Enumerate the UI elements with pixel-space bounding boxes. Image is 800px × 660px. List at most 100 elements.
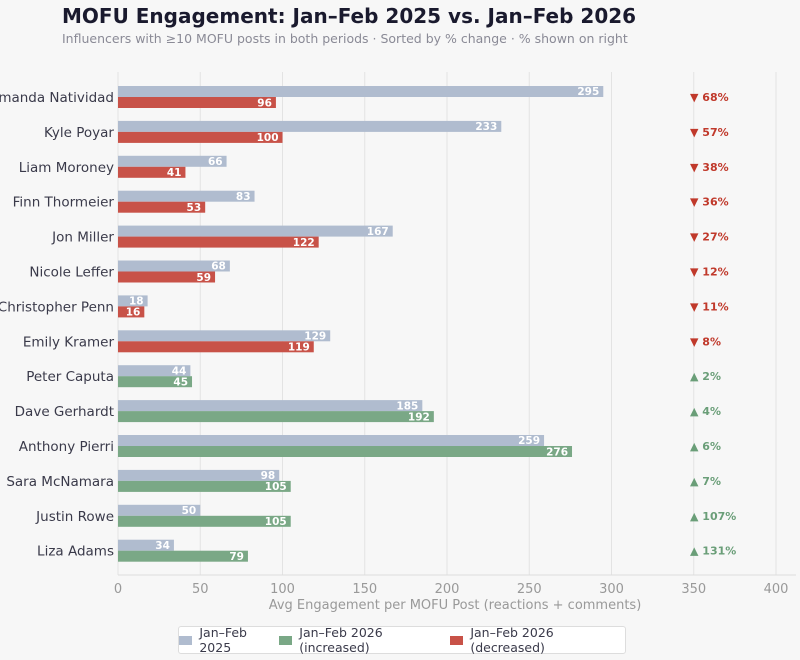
bar-2026: [118, 480, 291, 492]
bar-2026: [118, 515, 291, 527]
category-label: Christopher Penn: [0, 299, 114, 315]
legend-swatch: [449, 635, 464, 645]
pct-change-label: ▲ 4%: [690, 405, 721, 418]
x-axis-label: Avg Engagement per MOFU Post (reactions …: [269, 598, 642, 613]
chart-subtitle: Influencers with ≥10 MOFU posts in both …: [62, 31, 628, 46]
value-label-2026: 41: [167, 167, 182, 179]
pct-change-label: ▼ 8%: [690, 335, 721, 348]
value-label-2026: 45: [173, 377, 188, 389]
legend-label: Jan–Feb 2025: [199, 625, 247, 655]
value-label-2025: 68: [211, 261, 226, 273]
category-label: Liam Moroney: [19, 160, 114, 176]
x-tick-label: 350: [681, 582, 706, 597]
bar-2025: [118, 330, 331, 342]
bar-2025: [118, 435, 545, 446]
legend-swatch: [278, 635, 293, 645]
bar-2025: [118, 190, 255, 202]
pct-change-label: ▲ 2%: [690, 370, 721, 383]
bar-2026: [118, 306, 145, 318]
value-label-2025: 34: [155, 540, 170, 552]
bar-2025: [118, 504, 201, 516]
x-tick-label: 100: [270, 582, 295, 597]
value-label-2025: 18: [129, 296, 144, 308]
x-tick-label: 300: [599, 582, 624, 597]
value-label-2025: 44: [172, 365, 187, 377]
category-label: Sara McNamara: [6, 474, 114, 490]
pct-change-label: ▼ 36%: [690, 196, 729, 209]
x-tick-label: 400: [764, 582, 789, 597]
value-label-2026: 59: [196, 272, 211, 284]
legend-item-2026-increased: Jan–Feb 2026 (increased): [278, 625, 450, 655]
bar-2025: [118, 400, 423, 412]
pct-change-label: ▼ 12%: [690, 266, 729, 279]
bar-2025: [118, 539, 174, 551]
bar-2026: [118, 550, 248, 562]
value-label-2026: 79: [229, 551, 244, 563]
value-label-2026: 16: [126, 307, 141, 319]
bar-2026: [118, 201, 206, 213]
x-tick-label: 200: [435, 582, 460, 597]
x-tick-label: 0: [114, 582, 122, 597]
category-label: Amanda Natividad: [0, 90, 114, 106]
value-label-2026: 276: [546, 446, 568, 458]
pct-change-label: ▼ 38%: [690, 161, 729, 174]
value-label-2025: 129: [304, 331, 326, 343]
category-label: Kyle Poyar: [44, 125, 114, 141]
bar-2026: [118, 166, 186, 178]
bar-2025: [118, 469, 280, 481]
value-label-2025: 295: [577, 86, 599, 98]
bar-chart: 0 50 100 150 200 250 300 350 400 Amanda Natividad…: [0, 72, 796, 613]
legend-label: Jan–Feb 2026 (decreased): [470, 625, 554, 655]
bar-2026: [118, 411, 434, 423]
category-label: Anthony Pierri: [19, 439, 114, 455]
value-label-2026: 100: [257, 132, 279, 144]
pct-change-label: ▲ 107%: [690, 510, 736, 523]
value-label-2025: 66: [208, 156, 223, 168]
bar-2026: [118, 376, 193, 388]
value-label-2025: 50: [182, 505, 197, 517]
category-label: Justin Rowe: [35, 509, 114, 525]
bar-2025: [118, 86, 604, 97]
bar-2026: [118, 341, 314, 353]
bar-2025: [118, 365, 191, 377]
legend-item-2026-decreased: Jan–Feb 2026 (decreased): [449, 625, 625, 655]
x-tick-label: 250: [517, 582, 542, 597]
value-label-2025: 259: [518, 435, 540, 447]
value-label-2025: 83: [236, 191, 251, 203]
bar-2026: [118, 97, 276, 108]
pct-change-label: ▲ 6%: [690, 440, 721, 453]
pct-change-label: ▼ 27%: [690, 231, 729, 244]
value-label-2026: 105: [265, 481, 287, 493]
category-label: Peter Caputa: [26, 369, 114, 385]
value-label-2025: 98: [261, 470, 276, 482]
value-label-2026: 53: [187, 202, 202, 214]
legend-label: Jan–Feb 2026 (increased): [299, 625, 383, 655]
bar-2025: [118, 295, 148, 307]
bar-2025: [118, 120, 502, 132]
pct-change-label: ▲ 131%: [690, 545, 736, 558]
value-label-2025: 233: [475, 121, 497, 133]
legend: Jan–Feb 2025 Jan–Feb 2026 (increased) Ja…: [178, 625, 626, 655]
bar-2025: [118, 225, 393, 237]
category-label: Finn Thormeier: [13, 195, 115, 211]
category-label: Dave Gerhardt: [15, 404, 114, 420]
legend-swatch: [179, 635, 193, 645]
value-label-2026: 105: [265, 516, 287, 528]
pct-change-label: ▼ 57%: [690, 126, 729, 139]
bar-2026: [118, 131, 283, 143]
bar-2026: [118, 446, 573, 457]
value-label-2026: 192: [408, 411, 430, 423]
pct-change-label: ▲ 7%: [690, 475, 721, 488]
category-label: Nicole Leffer: [29, 265, 114, 281]
category-label: Emily Kramer: [23, 334, 115, 350]
x-tick-label: 50: [192, 582, 209, 597]
pct-change-label: ▼ 11%: [690, 300, 729, 313]
legend-item-2025: Jan–Feb 2025: [179, 625, 279, 655]
x-tick-label: 150: [352, 582, 377, 597]
value-label-2026: 122: [293, 237, 315, 249]
category-label: Jon Miller: [51, 230, 114, 246]
bar-2025: [118, 260, 230, 272]
bar-2026: [118, 271, 216, 283]
value-label-2026: 119: [288, 342, 310, 354]
pct-change-label: ▼ 68%: [690, 91, 729, 104]
